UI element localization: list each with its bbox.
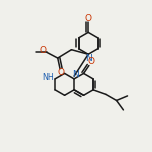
- Text: NH: NH: [42, 73, 54, 82]
- Text: O: O: [39, 46, 46, 55]
- Text: N: N: [72, 70, 79, 79]
- Text: O: O: [87, 57, 94, 66]
- Text: O: O: [57, 68, 64, 78]
- Text: N: N: [86, 54, 92, 63]
- Text: O: O: [85, 14, 92, 23]
